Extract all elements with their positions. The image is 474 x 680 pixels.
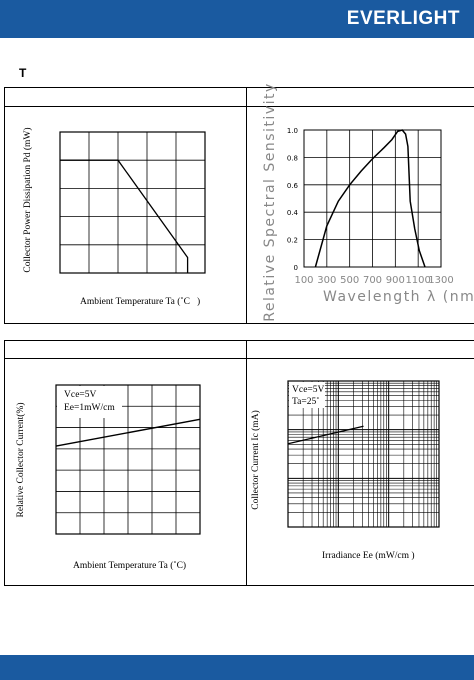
c2-y-tick-label: 0.4 [287, 209, 299, 217]
c3-series-line [55, 418, 201, 447]
panel-frame-bottom [4, 340, 474, 586]
c4-series-line [287, 425, 364, 445]
panel-head-line-bottom [4, 358, 474, 359]
chart-relative-collector-current: Vсе=5V Ee=1mW/cm Relative Collector Curr… [15, 384, 201, 571]
c1-plot-frame [59, 131, 206, 274]
c2-x-tick-label: 900 [386, 275, 405, 286]
header-bar: EVERLIGHT [0, 0, 474, 38]
c2-x-tick-label: 700 [363, 275, 382, 286]
c1-ylabel: Collector Power Dissipation Pd (mW) [22, 127, 33, 272]
c2-grid [304, 130, 441, 267]
brand-logo: EVERLIGHT [346, 8, 460, 29]
c2-x-tick-label: 100 [294, 275, 313, 286]
c3-xlabel: Ambient Temperature Ta (˚C) [73, 560, 186, 571]
section-heading: T [19, 66, 27, 80]
panel-head-line-top [4, 106, 474, 107]
c2-y-tick-label: 0 [294, 264, 298, 272]
c2-y-tick-label: 0.2 [287, 237, 298, 245]
c2-x-tick-label: 500 [340, 275, 359, 286]
c2-x-tick-label: 300 [317, 275, 336, 286]
footer-bar [0, 655, 474, 680]
panel-divider-bottom [246, 340, 247, 586]
c2-y-tick-label: 0.6 [287, 182, 299, 190]
c2-y-tick-label: 0.8 [287, 154, 298, 162]
c4-ylabel: Collector Current Ic (mA) [250, 410, 261, 509]
c4-xlabel: Irradiance Ee (mW/cm ) [322, 550, 415, 561]
c2-y-tick-label: 1.0 [287, 127, 298, 135]
chart-power-dissipation: Collector Power Dissipation Pd (mW) Ambi… [22, 127, 206, 307]
c2-ylabel: Relative Spectral Sensitivity [262, 82, 278, 322]
c1-xlabel: Ambient Temperature Ta (˚C ) [80, 296, 200, 307]
c2-y-tick-labels: 0 0.2 0.4 0.6 0.8 1.0 [287, 127, 299, 272]
c3-legend-box [57, 386, 122, 418]
c4-annotation-ta: Ta=25˚ [292, 396, 319, 407]
panel-frame-top [4, 87, 474, 324]
chart-spectral-sensitivity: 0 0.2 0.4 0.6 0.8 1.0 100 300 500 700 900 11001300… [262, 82, 474, 322]
panel-divider-top [246, 87, 247, 324]
chart-collector-current-irradiance: Vсе=5V Ta=25˚ Collector Current Ic (mA) … [250, 380, 440, 561]
c2-x-tick-label: 1100 [405, 275, 430, 286]
c2-xlabel: Wavelength λ (nm) [323, 289, 474, 305]
c4-legend-box [289, 382, 325, 408]
c2-x-tick-label: 1300 [428, 275, 453, 286]
c3-annotation-vce: Vсе=5V [64, 390, 97, 400]
c4-annotation-vce: Vсе=5V [292, 385, 325, 395]
c3-ylabel: Relative Collector Current(%) [15, 402, 26, 517]
c2-series-line [314, 129, 426, 268]
c4-plot-frame [287, 380, 440, 528]
c3-annotation-ee: Ee=1mW/cm [64, 403, 115, 413]
c1-series-line [60, 159, 189, 273]
